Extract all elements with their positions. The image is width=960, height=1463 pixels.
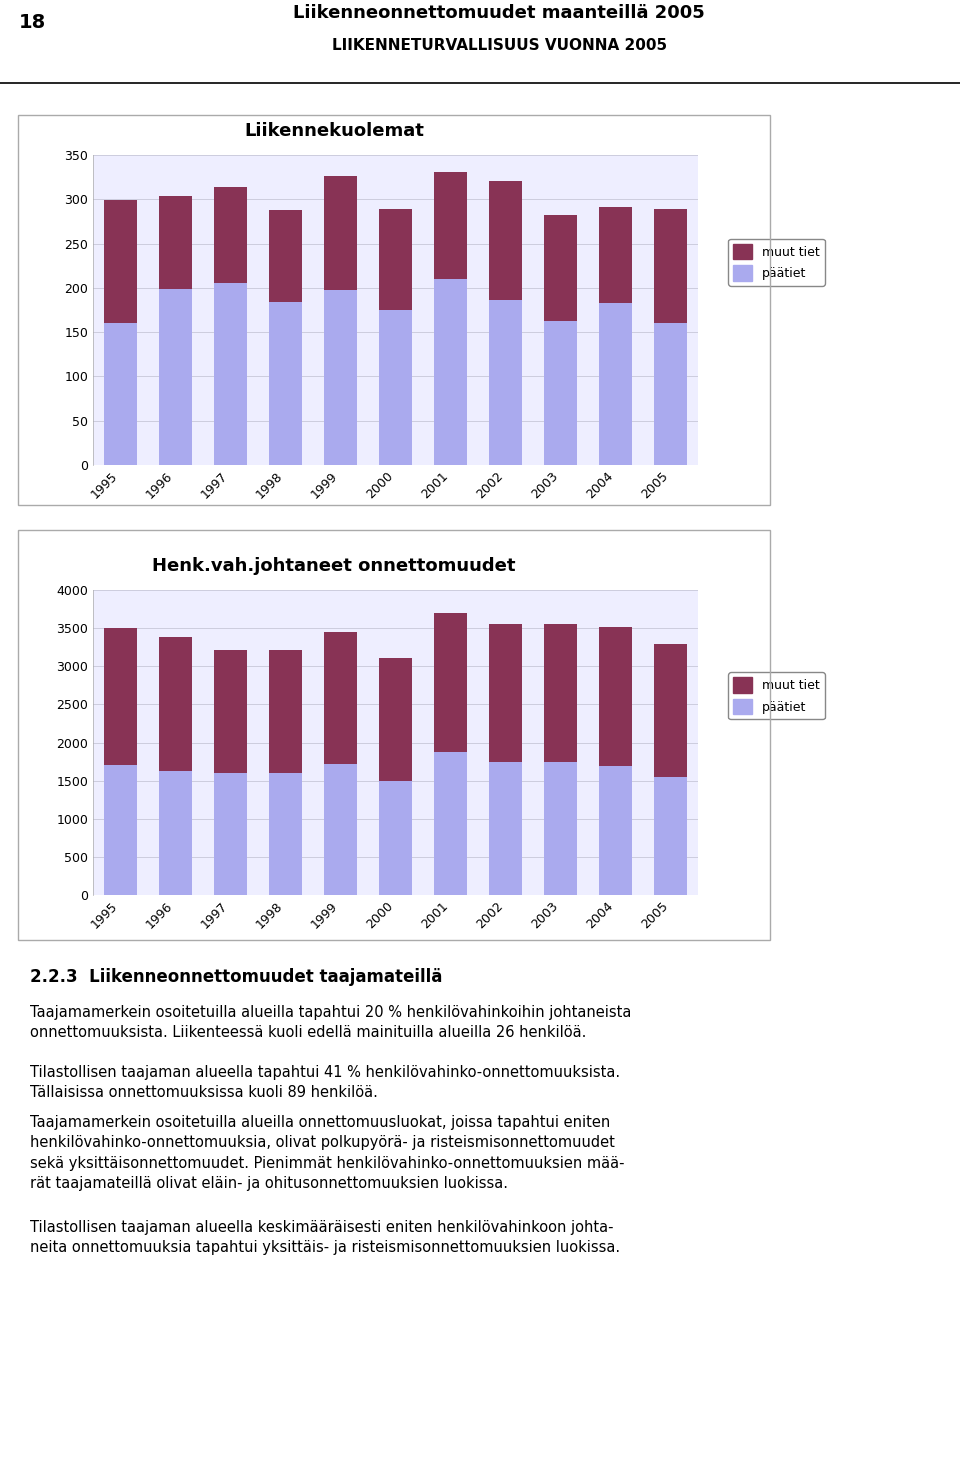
Bar: [214, 282, 247, 465]
Text: LIIKENNETURVALLISUUS VUONNA 2005: LIIKENNETURVALLISUUS VUONNA 2005: [331, 38, 667, 53]
Bar: [159, 771, 192, 895]
Text: Liikenneonnettomuudet maanteillä 2005: Liikenneonnettomuudet maanteillä 2005: [294, 4, 705, 22]
Bar: [434, 752, 467, 895]
Bar: [324, 632, 357, 764]
Bar: [324, 764, 357, 895]
Bar: [104, 765, 137, 895]
Bar: [379, 781, 412, 895]
Text: Tilastollisen taajaman alueella tapahtui 41 % henkilövahinko-onnettomuuksista.
T: Tilastollisen taajaman alueella tapahtui…: [30, 1065, 620, 1100]
Bar: [489, 623, 522, 762]
Bar: [544, 320, 577, 465]
Text: 2.2.3  Liikenneonnettomuudet taajamateillä: 2.2.3 Liikenneonnettomuudet taajamateill…: [30, 969, 443, 986]
Text: Tilastollisen taajaman alueella keskimääräisesti eniten henkilövahinkoon johta-
: Tilastollisen taajaman alueella keskimää…: [30, 1220, 620, 1255]
Bar: [654, 323, 687, 465]
Legend: muut tiet, päätiet: muut tiet, päätiet: [729, 673, 825, 720]
Bar: [214, 772, 247, 895]
Legend: muut tiet, päätiet: muut tiet, päätiet: [729, 238, 825, 285]
Bar: [159, 636, 192, 771]
Bar: [654, 644, 687, 777]
Bar: [599, 303, 632, 465]
Bar: [324, 176, 357, 290]
Bar: [104, 628, 137, 765]
Bar: [599, 628, 632, 767]
Bar: [379, 310, 412, 465]
Text: Henk.vah.johtaneet onnettomuudet: Henk.vah.johtaneet onnettomuudet: [152, 557, 516, 575]
Bar: [599, 767, 632, 895]
Bar: [269, 301, 302, 465]
Bar: [324, 290, 357, 465]
Bar: [269, 650, 302, 772]
Text: 18: 18: [19, 13, 46, 32]
Bar: [544, 215, 577, 320]
Bar: [434, 171, 467, 279]
Bar: [544, 623, 577, 762]
Text: Taajamamerkein osoitetuilla alueilla tapahtui 20 % henkilövahinkoihin johtaneist: Taajamamerkein osoitetuilla alueilla tap…: [30, 1005, 632, 1040]
Text: Taajamamerkein osoitetuilla alueilla onnettomuusluokat, joissa tapahtui eniten
h: Taajamamerkein osoitetuilla alueilla onn…: [30, 1115, 625, 1191]
Bar: [379, 658, 412, 781]
Bar: [489, 181, 522, 300]
Bar: [544, 762, 577, 895]
Bar: [159, 288, 192, 465]
Bar: [269, 209, 302, 301]
Bar: [654, 209, 687, 323]
Bar: [599, 208, 632, 303]
Bar: [379, 209, 412, 310]
Bar: [159, 196, 192, 288]
Bar: [214, 187, 247, 282]
Bar: [489, 300, 522, 465]
Bar: [434, 279, 467, 465]
Bar: [104, 200, 137, 323]
Bar: [434, 613, 467, 752]
Bar: [214, 650, 247, 772]
Bar: [269, 772, 302, 895]
Text: Liikennekuolemat: Liikennekuolemat: [244, 121, 423, 140]
Bar: [104, 323, 137, 465]
Bar: [654, 777, 687, 895]
Bar: [489, 762, 522, 895]
